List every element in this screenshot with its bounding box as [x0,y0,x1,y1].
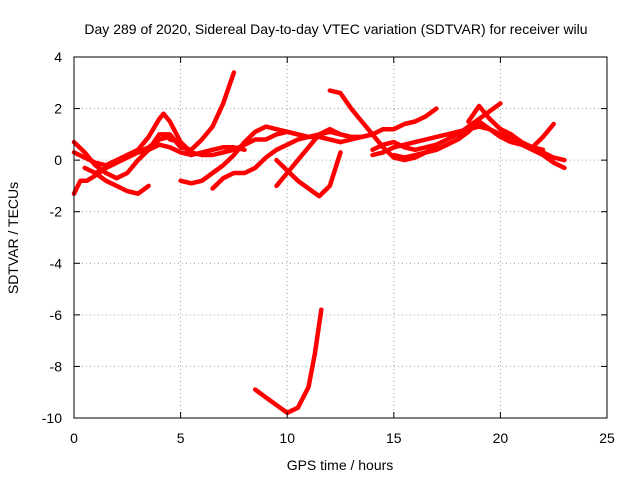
x-tick-label: 10 [279,430,295,446]
series-line-sat-b [71,142,247,168]
x-tick-label: 0 [70,430,78,446]
series-line-sat-i [274,106,439,189]
x-tick-label: 25 [599,430,615,446]
chart-title: Day 289 of 2020, Sidereal Day-to-day VTE… [84,21,587,37]
series-line-sat-e [93,134,173,176]
y-tick-label: -2 [50,204,63,220]
plot-frame [73,56,608,419]
y-tick-label: -8 [50,358,63,374]
series-layer [71,70,567,416]
series-line-sat-j [274,150,343,199]
x-tick-label: 20 [493,430,509,446]
series-line-sat-q [252,307,324,416]
series-line-sat-m [370,101,503,153]
y-tick-label: -6 [50,307,63,323]
y-tick-label: 4 [54,49,62,65]
series-line-sat-p [498,121,556,150]
x-tick-label: 5 [177,430,185,446]
series-line-sat-c [71,111,194,196]
y-tick-label: -10 [42,410,62,426]
x-axis-label: GPS time / hours [287,457,394,473]
y-tick-label: 2 [54,101,62,117]
y-tick-label: -4 [50,255,63,271]
y-tick-label: 0 [54,152,62,168]
x-tick-label: 15 [386,430,402,446]
y-axis-label: SDTVAR / TECUs [5,182,21,294]
grid-lines [74,57,607,418]
